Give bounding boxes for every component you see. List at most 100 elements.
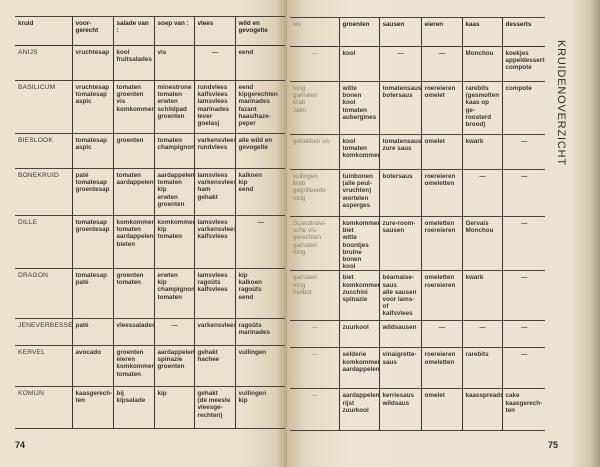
table-cell: vruchtesap tomatesap aspic <box>71 80 113 134</box>
herb-name: BASILICUM <box>18 84 56 91</box>
table-cell: aardappelen tomaten kip erwten groenten <box>153 168 194 216</box>
table-row: KERVEL avocado groenten eieren komkommer t… <box>15 345 285 387</box>
table-row: BASILICUM vruchtesap tomatesap aspic tomat… <box>15 80 285 134</box>
section-title: KRUIDENOVERZICHT <box>553 40 571 340</box>
table-cell: avocado <box>71 345 113 387</box>
table-cell: roereieren omeletten <box>420 169 462 217</box>
table-cell: minestrone tomaten erwten schildpad groe… <box>153 80 194 134</box>
table-cell: — <box>461 320 502 348</box>
table-cell: lamsvlees varkensvlees kalfsvlees <box>193 215 235 269</box>
table-cell: paté <box>71 318 113 346</box>
table-cell: kwark <box>461 270 502 321</box>
table-cell: omelet <box>420 134 462 170</box>
table-cell: cake kaasgerech- ten <box>501 388 545 431</box>
table-cell: compote <box>501 81 545 135</box>
table-cell: aardappelen rijst zuurkool <box>338 388 379 431</box>
table-cell: kwark <box>461 134 502 170</box>
table-cell: tomatesap paté <box>71 268 113 319</box>
table-cell: tomaten champignons <box>153 133 194 169</box>
table-cell: wildsausen <box>378 320 421 348</box>
column-header: eieren <box>420 17 462 47</box>
herb-name: BONEKRUID <box>18 172 60 179</box>
table-cell: roereieren omelet <box>420 81 462 135</box>
table-cell: alle wild en gevogelte <box>234 133 285 169</box>
herb-name: KERVEL <box>18 349 46 356</box>
table-cell: — <box>234 215 285 269</box>
table-row: BONEKRUID paté tomatesap groentesap tomate… <box>15 168 285 216</box>
table-cell: — <box>501 270 545 321</box>
table-row: — selderie komkommer aardappelen vinaigret… <box>290 347 545 389</box>
table-cell: tuinbonen (alle peul- vruchten) wortelen… <box>338 169 379 217</box>
table-cell: kaasspreads <box>461 388 502 431</box>
table-cell: kool tomaten komkommer <box>338 134 379 170</box>
table-cell: omeletten roereieren <box>420 216 462 271</box>
page-number-left: 74 <box>15 440 26 450</box>
table-cell: omeletten roereieren <box>420 270 462 321</box>
table-cell: gehakt (de meeste vleesge- rechten) <box>193 386 235 429</box>
table-cell: tomatensaus zure saus <box>378 134 421 170</box>
table-cell: — <box>311 351 318 359</box>
column-header: wild en gevogelte <box>234 16 285 46</box>
right-page: vis groenten sausen eieren kaas desserts — kool… <box>287 0 600 467</box>
column-header: vlees <box>193 16 235 46</box>
herb-name: KOMIJN <box>18 390 45 397</box>
herb-name: DILLE <box>18 219 38 226</box>
table-cell: vullingen kip <box>234 386 285 429</box>
column-header: groenten <box>338 17 379 47</box>
table-cell: kerriesaus wildsaus <box>378 388 421 431</box>
table-cell: lamsvlees varkensvlees ham gehakt <box>193 168 235 216</box>
table-cell: tomatesap aspic <box>71 133 113 169</box>
table-cell: tomatesap groentesap <box>71 215 113 269</box>
table-cell: komkommer kip tomaten <box>153 215 194 269</box>
table-cell: — <box>311 50 318 57</box>
herb-name: DRAGON <box>18 272 49 279</box>
herb-table-left: kruid voor- gerecht salade van : soep van :… <box>15 16 285 429</box>
table-cell: — <box>420 320 462 348</box>
table-cell: eend kipgerechten marinades fazant haas/… <box>234 80 285 134</box>
table-cell: komkommer biet witte boontjes bruine bon… <box>338 216 379 271</box>
table-cell: — <box>193 45 235 81</box>
table-cell: — <box>501 134 545 170</box>
table-cell: Gervais Monchou <box>461 216 502 271</box>
table-cell: lamsvlees ragoûts kalfsvlees <box>193 268 235 319</box>
table-cell: vullingen <box>234 345 285 387</box>
table-cell: tomatensaus botersaus <box>378 81 421 135</box>
herb-name: JENEVERBESSEN <box>18 322 72 329</box>
table-cell: rarebits (gesmolten kaas op ge- roosterd… <box>461 81 502 135</box>
table-cell: gebakken vis <box>293 138 330 145</box>
table-row: KOMIJN kaasgerech- ten bij kipsalade kip geh… <box>15 386 285 429</box>
table-cell: — <box>501 216 545 271</box>
herb-name: BIESLOOK <box>18 137 53 144</box>
table-cell: varkensvlees rundvlees <box>193 133 235 169</box>
table-cell: groenten tomaten <box>112 268 154 319</box>
table-cell: kaasgerech- ten <box>71 386 113 429</box>
table-cell: vis <box>153 45 194 81</box>
table-cell: — <box>420 46 462 82</box>
table-row: — zuurkool wildsausen — — — <box>290 320 545 348</box>
table-cell: kalkoen kip eend <box>234 168 285 216</box>
table-row: BIESLOOK tomatesap aspic groenten tomaten c… <box>15 133 285 169</box>
table-cell: — <box>501 320 545 348</box>
table-cell: varkensvlees <box>193 318 235 346</box>
table-row: — aardappelen rijst zuurkool kerriesaus wi… <box>290 388 545 431</box>
page-number-right: 75 <box>548 440 559 450</box>
table-cell: — <box>311 324 318 332</box>
table-cell: vullingen krab gegrilleerde tong <box>293 173 326 202</box>
column-header: desserts <box>501 17 545 47</box>
table-row: JENEVERBESSEN paté vleessalades — varkensvle… <box>15 318 285 346</box>
herb-table-right: vis groenten sausen eieren kaas desserts — kool… <box>290 17 545 431</box>
table-cell: erwten kip champignons tomaten <box>153 268 194 319</box>
table-cell: Scandinavi- sche vis- gerechten garnalen… <box>293 220 326 256</box>
table-row: DRAGON tomatesap paté groenten tomaten erwt… <box>15 268 285 319</box>
table-cell: béarnaise- saus alle sausen voor lams- o… <box>378 270 421 321</box>
table-cell: koekjes appeldesserts compote <box>501 46 545 82</box>
table-cell: vleessalades <box>112 318 154 346</box>
table-cell: garnalen tong heilbot <box>293 274 318 296</box>
column-header: kruid <box>18 20 34 27</box>
table-cell: biet komkommer zucchini spinazie <box>338 270 379 321</box>
table-cell: witte bonen kool tomaten aubergines <box>338 81 379 135</box>
table-cell: Monchou <box>461 46 502 82</box>
table-cell: botersaus <box>378 169 421 217</box>
table-cell: kool <box>338 46 379 82</box>
column-header: voor- gerecht <box>71 16 113 46</box>
